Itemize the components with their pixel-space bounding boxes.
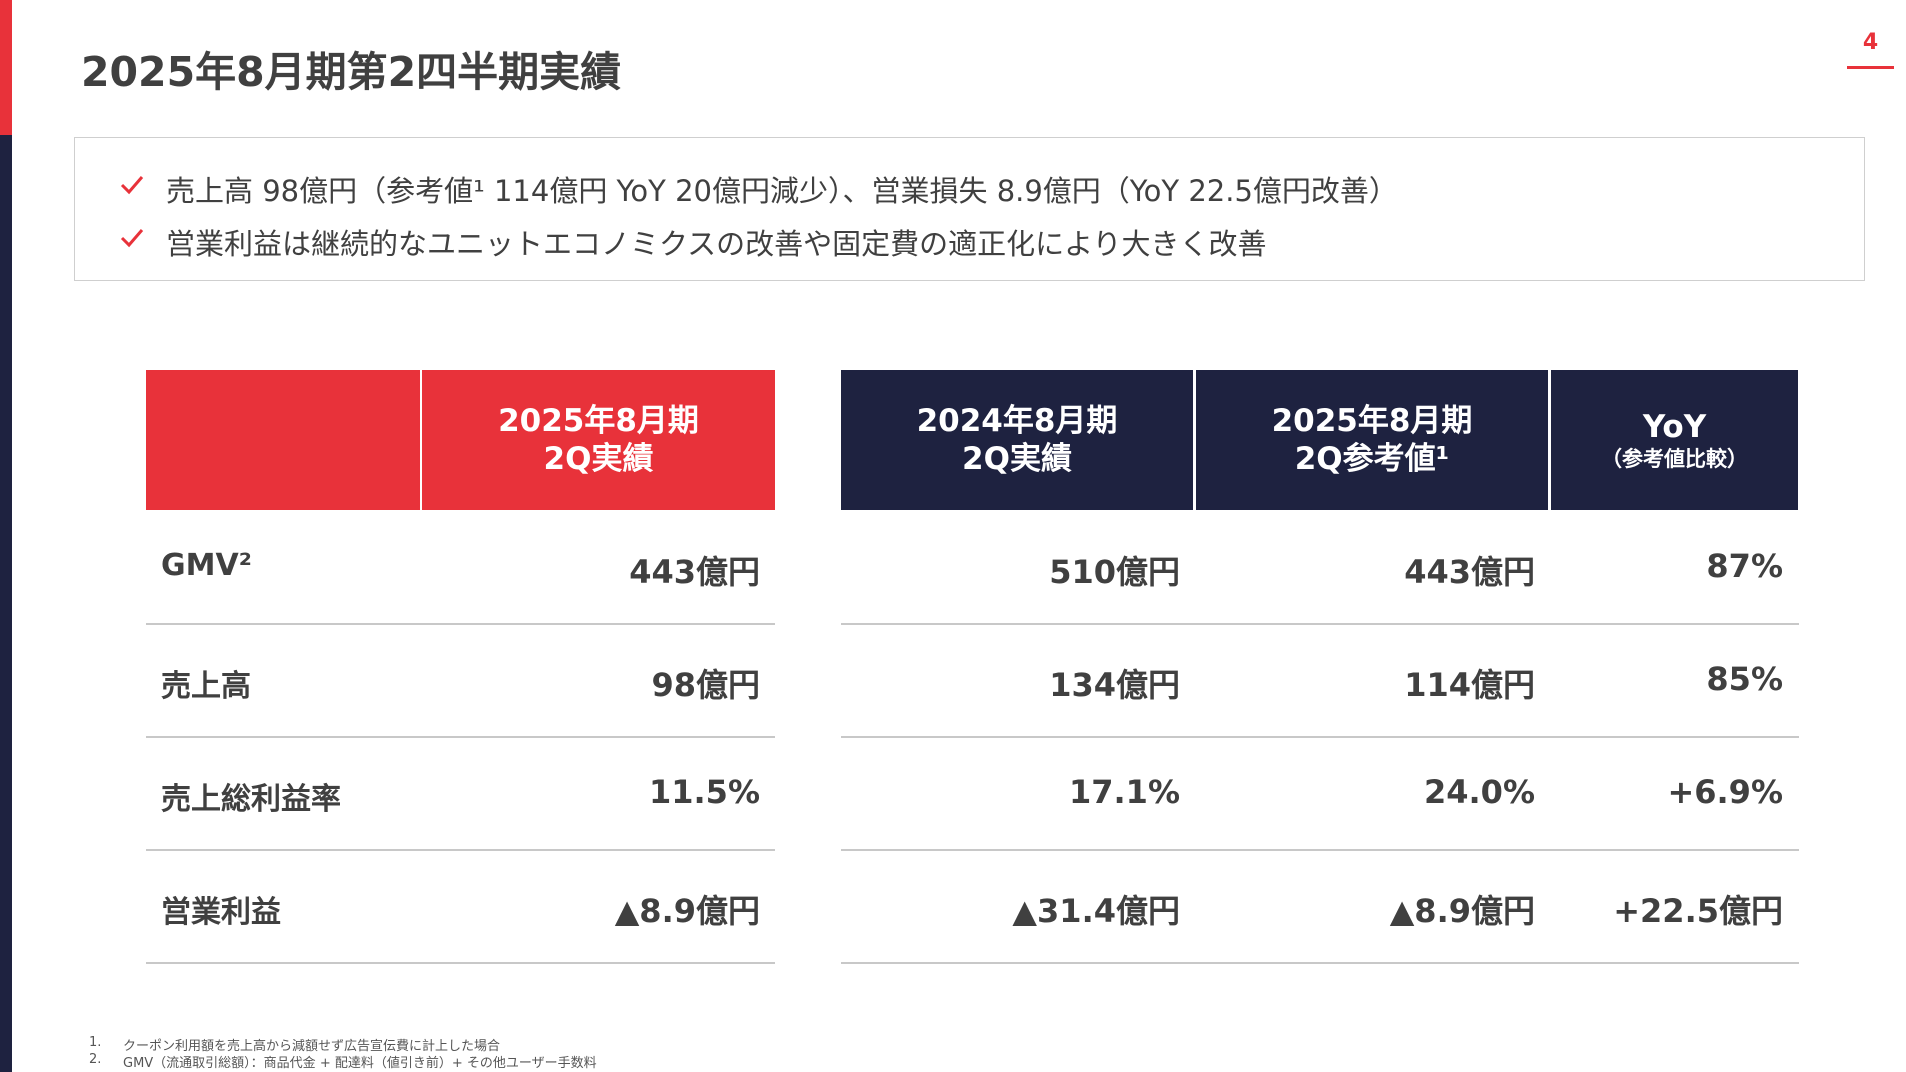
header-cell: 2025年8月期 2Q参考値¹ xyxy=(1196,370,1548,510)
footnote-text: GMV（流通取引総額）：商品代金 + 配達料（値引き前）+ その他ユーザー手数料 xyxy=(123,1056,597,1071)
cell-value: ▲8.9億円 xyxy=(614,892,760,930)
header-line: 2Q参考値¹ xyxy=(1294,441,1450,477)
header-line: YoY xyxy=(1642,409,1707,445)
cell-value: +6.9% xyxy=(1667,773,1783,811)
footnote-number: 2. xyxy=(89,1052,102,1067)
accent-bar-red xyxy=(0,0,12,135)
check-icons xyxy=(120,176,144,248)
cell-value: 17.1% xyxy=(1068,773,1180,811)
cell-value: 24.0% xyxy=(1423,773,1535,811)
cell-value: 443億円 xyxy=(1404,553,1535,591)
row-label: 売上総利益率 xyxy=(161,782,341,817)
header-cell: YoY （参考値比較） xyxy=(1551,370,1798,510)
header-line: 2025年8月期 xyxy=(498,403,699,439)
page-number: 4 xyxy=(1862,30,1879,55)
cell-value: 11.5% xyxy=(648,773,760,811)
cell-value: 443億円 xyxy=(629,553,760,591)
page-number-underline xyxy=(1847,66,1894,69)
row-separator xyxy=(146,849,775,851)
row-separator xyxy=(841,623,1799,625)
row-separator xyxy=(841,962,1799,964)
bullet-text: 営業利益は継続的なユニットエコノミクスの改善や固定費の適正化により大きく改善 xyxy=(166,227,1267,261)
row-label: 営業利益 xyxy=(161,895,281,930)
summary-box xyxy=(74,137,1865,281)
row-separator xyxy=(146,623,775,625)
header-line: 2025年8月期 xyxy=(1271,403,1473,439)
cell-value: 114億円 xyxy=(1404,666,1535,704)
slide-title: 2025年8月期第2四半期実績 xyxy=(81,48,622,96)
cell-value: ▲8.9億円 xyxy=(1389,892,1535,930)
row-label: GMV² xyxy=(161,548,252,583)
footnote-text: クーポン利用額を売上高から減額せず広告宣伝費に計上した場合 xyxy=(123,1039,501,1054)
cell-value: 87% xyxy=(1706,547,1783,585)
header-cell: 2025年8月期 2Q実績 xyxy=(422,370,775,510)
row-separator xyxy=(841,736,1799,738)
row-separator xyxy=(841,849,1799,851)
header-cell: 2024年8月期 2Q実績 xyxy=(841,370,1193,510)
row-separator xyxy=(146,736,775,738)
cell-value: 85% xyxy=(1706,660,1783,698)
row-separator xyxy=(146,962,775,964)
cell-value: ▲31.4億円 xyxy=(1012,892,1180,930)
row-label: 売上高 xyxy=(161,669,251,704)
header-blank-cell xyxy=(146,370,420,510)
header-line: 2Q実績 xyxy=(962,441,1072,477)
cell-value: +22.5億円 xyxy=(1613,892,1783,930)
header-note: （参考値比較） xyxy=(1601,447,1748,471)
cell-value: 510億円 xyxy=(1049,553,1180,591)
footnote-number: 1. xyxy=(89,1035,102,1050)
header-line: 2Q実績 xyxy=(543,441,654,477)
cell-value: 98億円 xyxy=(651,666,760,704)
bullet-text: 売上高 98億円（参考値¹ 114億円 YoY 20億円減少）、営業損失 8.9… xyxy=(166,174,1398,208)
accent-bar-navy xyxy=(0,135,12,1072)
cell-value: 134億円 xyxy=(1049,666,1180,704)
header-line: 2024年8月期 xyxy=(916,403,1118,439)
